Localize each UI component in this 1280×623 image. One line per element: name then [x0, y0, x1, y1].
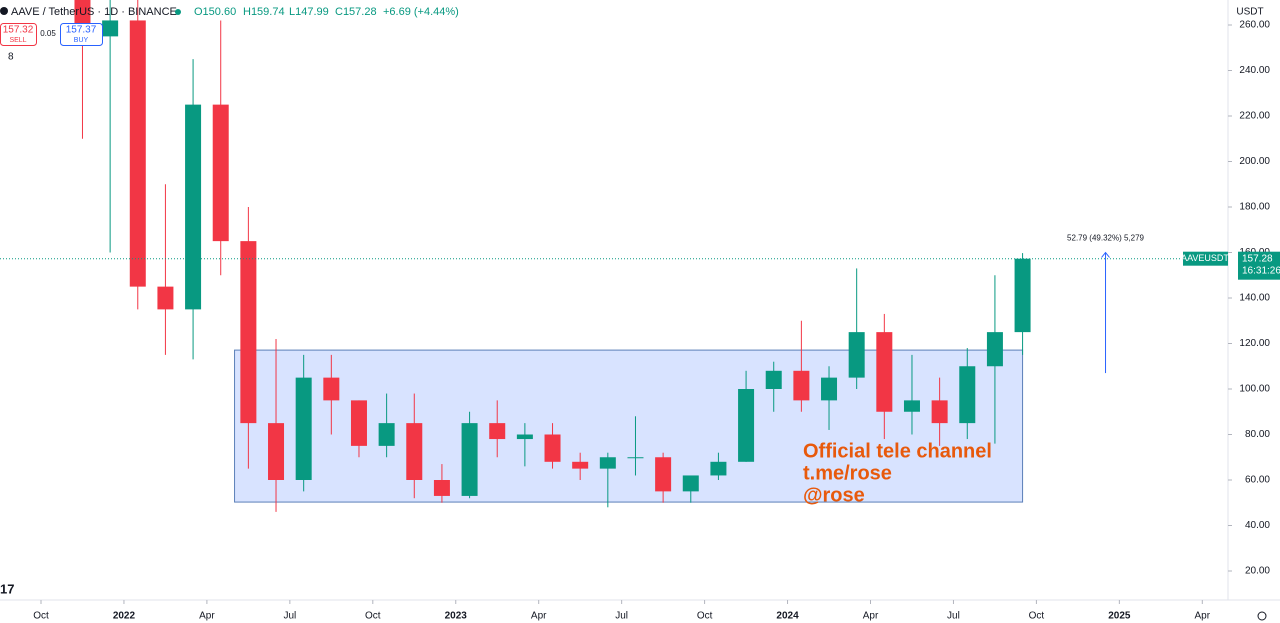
x-tick-label: Oct: [1029, 611, 1045, 622]
measure-label: 52.79 (49.32%) 5,279: [1067, 234, 1144, 243]
change: +6.69 (+4.44%): [383, 6, 459, 18]
last-price-name: AAVEUSDT: [1181, 253, 1229, 263]
candle-body: [489, 423, 506, 440]
candle-body: [323, 377, 340, 401]
candle-body: [461, 423, 478, 496]
candle-body: [876, 332, 893, 412]
candle-body: [903, 400, 920, 412]
x-tick-label: Oct: [33, 611, 49, 622]
close: C157.28: [335, 6, 377, 18]
header: AAVE / TetherUS · 1D · BINANCE O150.60 H…: [0, 6, 1267, 621]
candle-body: [240, 241, 257, 424]
candle-body: [212, 104, 229, 242]
last-price-value: 157.28: [1242, 253, 1273, 264]
candle-body: [268, 423, 285, 480]
x-tick-label: Jul: [615, 611, 628, 622]
candle-body: [378, 423, 395, 446]
x-tick-label: Apr: [1195, 611, 1211, 622]
candle-body: [931, 400, 948, 424]
sell-button[interactable]: [0, 23, 37, 46]
high: H159.74: [243, 6, 285, 18]
candle-body: [738, 389, 755, 462]
y-tick-label: 120.00: [1239, 338, 1270, 349]
candle-body: [295, 377, 312, 480]
candle-body: [572, 461, 589, 469]
y-tick-label: 260.00: [1239, 20, 1270, 31]
y-tick-label: 40.00: [1245, 520, 1270, 531]
x-tick-label: Apr: [531, 611, 547, 622]
x-tick-label: Oct: [365, 611, 381, 622]
candle-body: [516, 434, 533, 440]
annotation-line: t.me/rose: [803, 462, 892, 484]
candle-body: [129, 20, 146, 287]
candle-body: [627, 457, 644, 459]
candle-body: [102, 20, 119, 37]
last-price-bg: [1238, 251, 1280, 280]
buy-price: 157.37: [66, 25, 97, 36]
plot-area: [0, 0, 1228, 512]
candle-body: [350, 400, 367, 446]
y-tick-label: 240.00: [1239, 65, 1270, 76]
indicator-count[interactable]: 8: [8, 52, 14, 63]
measure-arrowhead: [1101, 251, 1110, 258]
countdown: 16:31:26: [1242, 265, 1280, 276]
x-tick-label: 2022: [113, 611, 136, 622]
low: L147.99: [289, 6, 329, 18]
spread: 0.05: [40, 29, 56, 38]
symbol[interactable]: AAVE / TetherUS · 1D · BINANCE: [11, 6, 177, 18]
candle-body: [655, 457, 672, 492]
candle-body: [710, 461, 727, 476]
x-tick-label: Oct: [697, 611, 713, 622]
candle-body: [157, 286, 174, 310]
sell-label: SELL: [9, 37, 26, 44]
y-tick-label: 20.00: [1245, 566, 1270, 577]
y-tick-label: 180.00: [1239, 202, 1270, 213]
sell-price: 157.32: [3, 25, 34, 36]
x-tick-label: 2025: [1108, 611, 1131, 622]
candle-body: [1014, 258, 1031, 333]
y-tick-label: 60.00: [1245, 475, 1270, 486]
settings-icon[interactable]: [1257, 611, 1267, 621]
candle-body: [986, 332, 1003, 367]
last-price-name-bg: [1183, 251, 1228, 266]
candle-body: [185, 104, 202, 310]
x-tick-label: 2023: [445, 611, 468, 622]
candle-body: [682, 475, 699, 492]
currency[interactable]: USDT: [1236, 7, 1263, 18]
y-tick-label: 200.00: [1239, 156, 1270, 167]
x-tick-label: Jul: [283, 611, 296, 622]
candle-body: [793, 370, 810, 401]
candle-body: [848, 332, 865, 378]
buy-label: BUY: [74, 37, 89, 44]
tv-logo: 17: [0, 581, 14, 596]
y-tick-label: 100.00: [1239, 384, 1270, 395]
candle-body: [959, 366, 976, 424]
status-dot: [175, 9, 181, 15]
open: O150.60: [194, 6, 236, 18]
annotation-line: Official tele channel: [803, 440, 992, 462]
candle-body: [599, 457, 616, 469]
candle-body: [406, 423, 423, 480]
x-tick-label: Jul: [947, 611, 960, 622]
logo-icon: [0, 7, 8, 15]
y-tick-label: 220.00: [1239, 111, 1270, 122]
candle-body: [433, 480, 450, 496]
candle-body: [765, 370, 782, 389]
annotation-line: @rose: [803, 484, 865, 506]
x-tick-label: Apr: [199, 611, 215, 622]
x-tick-label: Apr: [863, 611, 879, 622]
x-tick-label: 2024: [776, 611, 799, 622]
candle-body: [544, 434, 561, 462]
y-tick-label: 140.00: [1239, 293, 1270, 304]
y-tick-label: 80.00: [1245, 429, 1270, 440]
buy-button[interactable]: [60, 23, 103, 46]
candle-body: [821, 377, 838, 401]
